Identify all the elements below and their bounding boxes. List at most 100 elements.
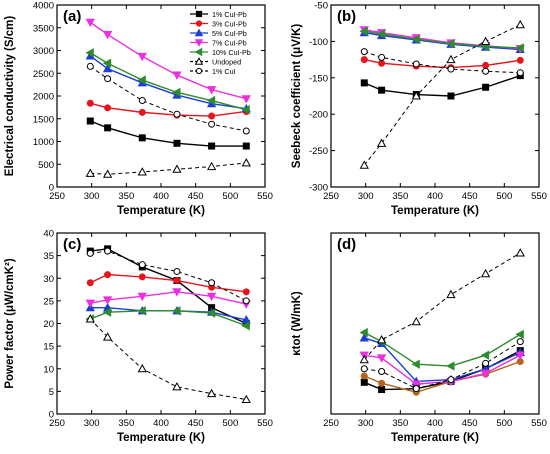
data-point	[482, 61, 490, 69]
y-tick-label: 3500	[33, 23, 54, 34]
data-point	[515, 19, 525, 29]
data-point	[515, 329, 524, 340]
x-tick-label: 400	[427, 418, 443, 429]
y-tick-label: 15	[43, 342, 54, 353]
data-point	[378, 53, 386, 61]
data-point	[482, 359, 490, 367]
data-point	[102, 31, 113, 40]
data-point	[195, 67, 203, 75]
data-point	[208, 279, 216, 287]
data-point	[85, 18, 95, 28]
data-point	[447, 376, 455, 384]
panel-label: (a)	[63, 8, 81, 25]
series-line	[90, 162, 247, 175]
x-tick-label: 300	[358, 191, 374, 202]
panel-label: (c)	[63, 236, 81, 253]
data-point	[194, 47, 203, 57]
data-point	[411, 316, 421, 326]
data-point	[446, 38, 455, 49]
legend-label: 10% CuI-Pb	[212, 48, 251, 57]
data-point	[194, 57, 204, 65]
x-tick-label: 450	[462, 191, 478, 202]
x-tick-label: 350	[118, 191, 134, 202]
y-tick-label: 40	[43, 229, 54, 240]
data-point	[208, 120, 216, 128]
series-line	[90, 291, 247, 305]
x-tick-label: 250	[49, 418, 65, 429]
data-point	[104, 75, 112, 83]
y-tick-label: 0	[49, 183, 54, 194]
y-tick-label: 10	[43, 364, 54, 375]
data-point	[206, 388, 217, 398]
x-tick-label: 450	[188, 191, 204, 202]
data-point	[241, 315, 251, 324]
y-tick-label: -50	[314, 1, 328, 12]
data-point	[102, 169, 113, 178]
y-tick-label: 3000	[33, 46, 54, 57]
data-point	[482, 83, 490, 91]
x-tick-label: 550	[257, 191, 273, 202]
y-tick-label: -300	[309, 183, 328, 194]
data-point	[376, 138, 387, 147]
data-point	[515, 43, 524, 53]
data-point	[172, 382, 182, 391]
data-point	[172, 87, 181, 98]
data-point	[206, 308, 216, 318]
data-point	[86, 249, 94, 257]
data-point	[195, 10, 203, 18]
y-tick-label: 35	[43, 251, 54, 262]
x-tick-label: 300	[84, 191, 100, 202]
y-tick-label: 2500	[33, 69, 54, 80]
plot-frame	[56, 232, 266, 415]
data-point	[102, 332, 113, 341]
series-line	[90, 306, 247, 321]
data-point	[378, 379, 386, 387]
x-tick-label: 550	[531, 418, 547, 429]
y-axis-label: Power factor (μW/cmK²)	[4, 258, 16, 389]
series-line	[90, 310, 247, 327]
y-tick-label: -100	[309, 37, 328, 48]
x-axis-label: Temperature (K)	[117, 432, 205, 444]
data-point	[242, 288, 250, 296]
data-point	[206, 95, 216, 106]
data-point	[359, 333, 369, 342]
panel-d: 250 300 350 400 450 500 550 Temperature (K) κtot…	[291, 232, 547, 444]
data-point	[360, 378, 368, 386]
data-point	[208, 112, 216, 120]
legend-label: 1% CuI	[212, 67, 236, 76]
data-point	[359, 327, 368, 338]
data-point	[446, 54, 456, 64]
data-point	[359, 26, 368, 36]
panel-a: 250 300 350 400 450 500 550 0 500 1000 1500 2000 250…	[4, 1, 273, 218]
data-point	[172, 71, 182, 80]
data-point	[241, 394, 251, 404]
series-line	[364, 74, 521, 97]
series-line	[89, 52, 247, 111]
series-line	[363, 252, 521, 361]
data-point	[172, 288, 182, 297]
data-point	[482, 67, 490, 75]
y-axis-label-group: κtot (W/mK)	[291, 291, 303, 356]
data-point	[360, 372, 368, 380]
data-point	[376, 334, 387, 344]
data-point	[241, 95, 251, 104]
x-axis-label: Temperature (K)	[391, 205, 479, 217]
data-point	[242, 297, 250, 305]
data-point	[516, 69, 524, 77]
y-axis-label: κtot (W/mK)	[291, 291, 303, 356]
y-tick-label: 4000	[33, 1, 54, 12]
data-point	[515, 248, 525, 257]
x-tick-label: 400	[427, 191, 443, 202]
legend-label: 5% CuI-Pb	[212, 29, 247, 38]
data-point	[378, 59, 386, 67]
data-point	[378, 367, 386, 375]
series-area	[85, 245, 251, 404]
data-point	[360, 56, 368, 64]
data-point	[104, 247, 112, 255]
data-point	[102, 58, 112, 68]
data-point	[208, 142, 216, 150]
y-axis-label-group: Power factor (μW/cmK²)	[4, 258, 16, 389]
data-point	[137, 75, 146, 85]
data-point	[206, 86, 217, 95]
y-tick-label: 5	[49, 387, 54, 398]
